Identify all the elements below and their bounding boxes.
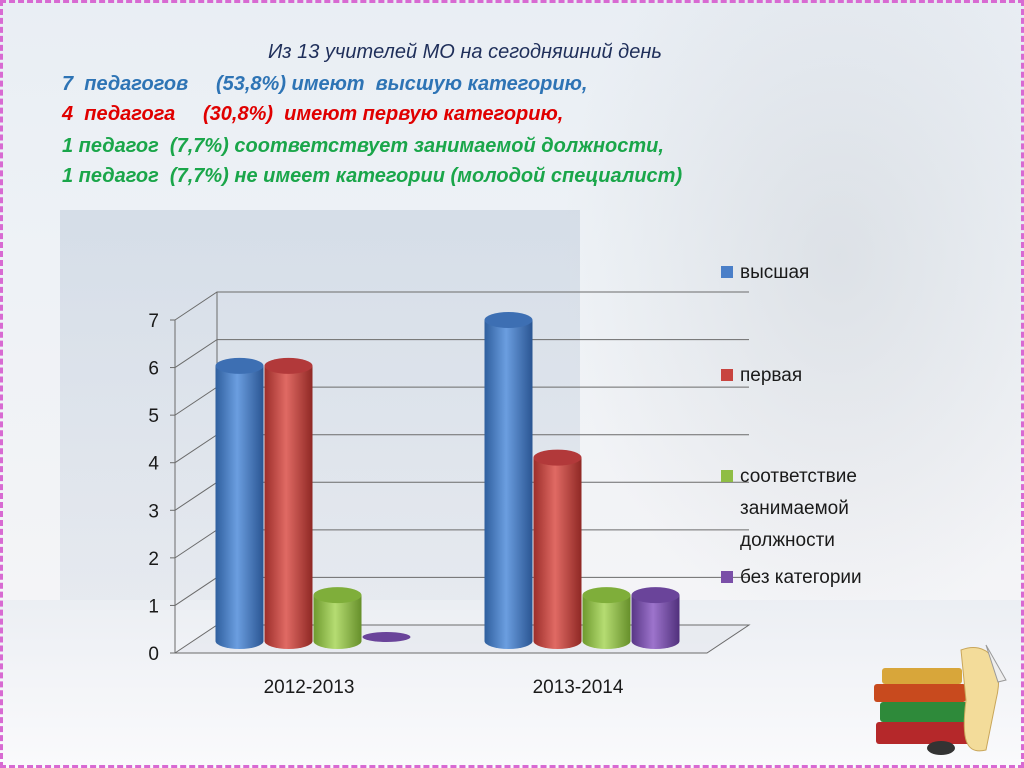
bar-top-1-2012-2013 bbox=[215, 357, 264, 374]
y-tick-label: 0 bbox=[148, 644, 159, 665]
y-tick-label: 4 bbox=[148, 454, 159, 475]
legend-label-line: высшая bbox=[740, 262, 809, 283]
legend-label: первая bbox=[740, 365, 802, 386]
bar-1-2012-2013 bbox=[215, 365, 264, 649]
y-tick-label: 2 bbox=[148, 549, 159, 570]
summary-line-compliance: 1 педагог (7,7%) соответствует занимаемо… bbox=[62, 135, 664, 157]
legend-label-line: первая bbox=[740, 365, 802, 386]
gridline bbox=[174, 291, 749, 321]
x-tick-label: 2013-2014 bbox=[533, 677, 624, 698]
bar-top-2-2012-2013 bbox=[264, 357, 313, 374]
bar-3-2013-2014 bbox=[582, 595, 631, 649]
bar-2-2012-2013 bbox=[264, 365, 313, 649]
bar-3-2012-2013 bbox=[313, 595, 362, 649]
bar-top-1-2013-2014 bbox=[484, 312, 533, 328]
legend-swatch bbox=[721, 470, 733, 482]
bar-top-4-2013-2014 bbox=[631, 587, 680, 604]
summary-line-first: 4 педагога (30,8%) имеют первую категори… bbox=[62, 103, 564, 125]
bar-2-2013-2014 bbox=[533, 457, 582, 649]
legend-label-line: без категории bbox=[740, 567, 862, 588]
legend-swatch bbox=[721, 571, 733, 583]
bar-zero-4-2012-2013 bbox=[362, 632, 411, 642]
y-tick-label: 5 bbox=[148, 406, 159, 427]
legend-label: соответствие занимаемой должности bbox=[740, 466, 857, 551]
chart-labels: 0 1 2 3 4 5 6 7 2012-2013 2013-2014 bbox=[148, 311, 623, 698]
background-tree bbox=[560, 0, 1024, 640]
x-tick-label: 2012-2013 bbox=[264, 677, 355, 698]
summary-title: Из 13 учителей МО на сегодняшний день bbox=[268, 41, 662, 63]
summary-line-none: 1 педагог (7,7%) не имеет категории (мол… bbox=[62, 165, 683, 187]
summary-line-highest: 7 педагогов (53,8%) имеют высшую категор… bbox=[62, 73, 588, 95]
y-tick-label: 7 bbox=[148, 311, 159, 332]
legend-label: без категории bbox=[740, 567, 862, 588]
legend-label: высшая bbox=[740, 262, 809, 283]
bar-4-2013-2014 bbox=[631, 595, 680, 649]
legend-swatch bbox=[721, 369, 733, 381]
chart-legend: высшая первая соответствие занимаемой должно… bbox=[721, 262, 862, 588]
legend-label-line: соответствие bbox=[740, 466, 857, 487]
legend-swatch bbox=[721, 266, 733, 278]
legend-label-line: занимаемой bbox=[740, 498, 849, 519]
bar-top-3-2013-2014 bbox=[582, 587, 631, 604]
bar-top-2-2013-2014 bbox=[533, 449, 582, 466]
books-decoration bbox=[874, 644, 1007, 755]
y-tick-label: 1 bbox=[148, 596, 159, 617]
chart-bars bbox=[215, 312, 680, 649]
bar-1-2013-2014 bbox=[484, 320, 533, 649]
bar-top-3-2012-2013 bbox=[313, 587, 362, 604]
y-tick-label: 6 bbox=[148, 359, 159, 380]
legend-label-line: должности bbox=[740, 530, 835, 551]
y-tick-label: 3 bbox=[148, 501, 159, 522]
